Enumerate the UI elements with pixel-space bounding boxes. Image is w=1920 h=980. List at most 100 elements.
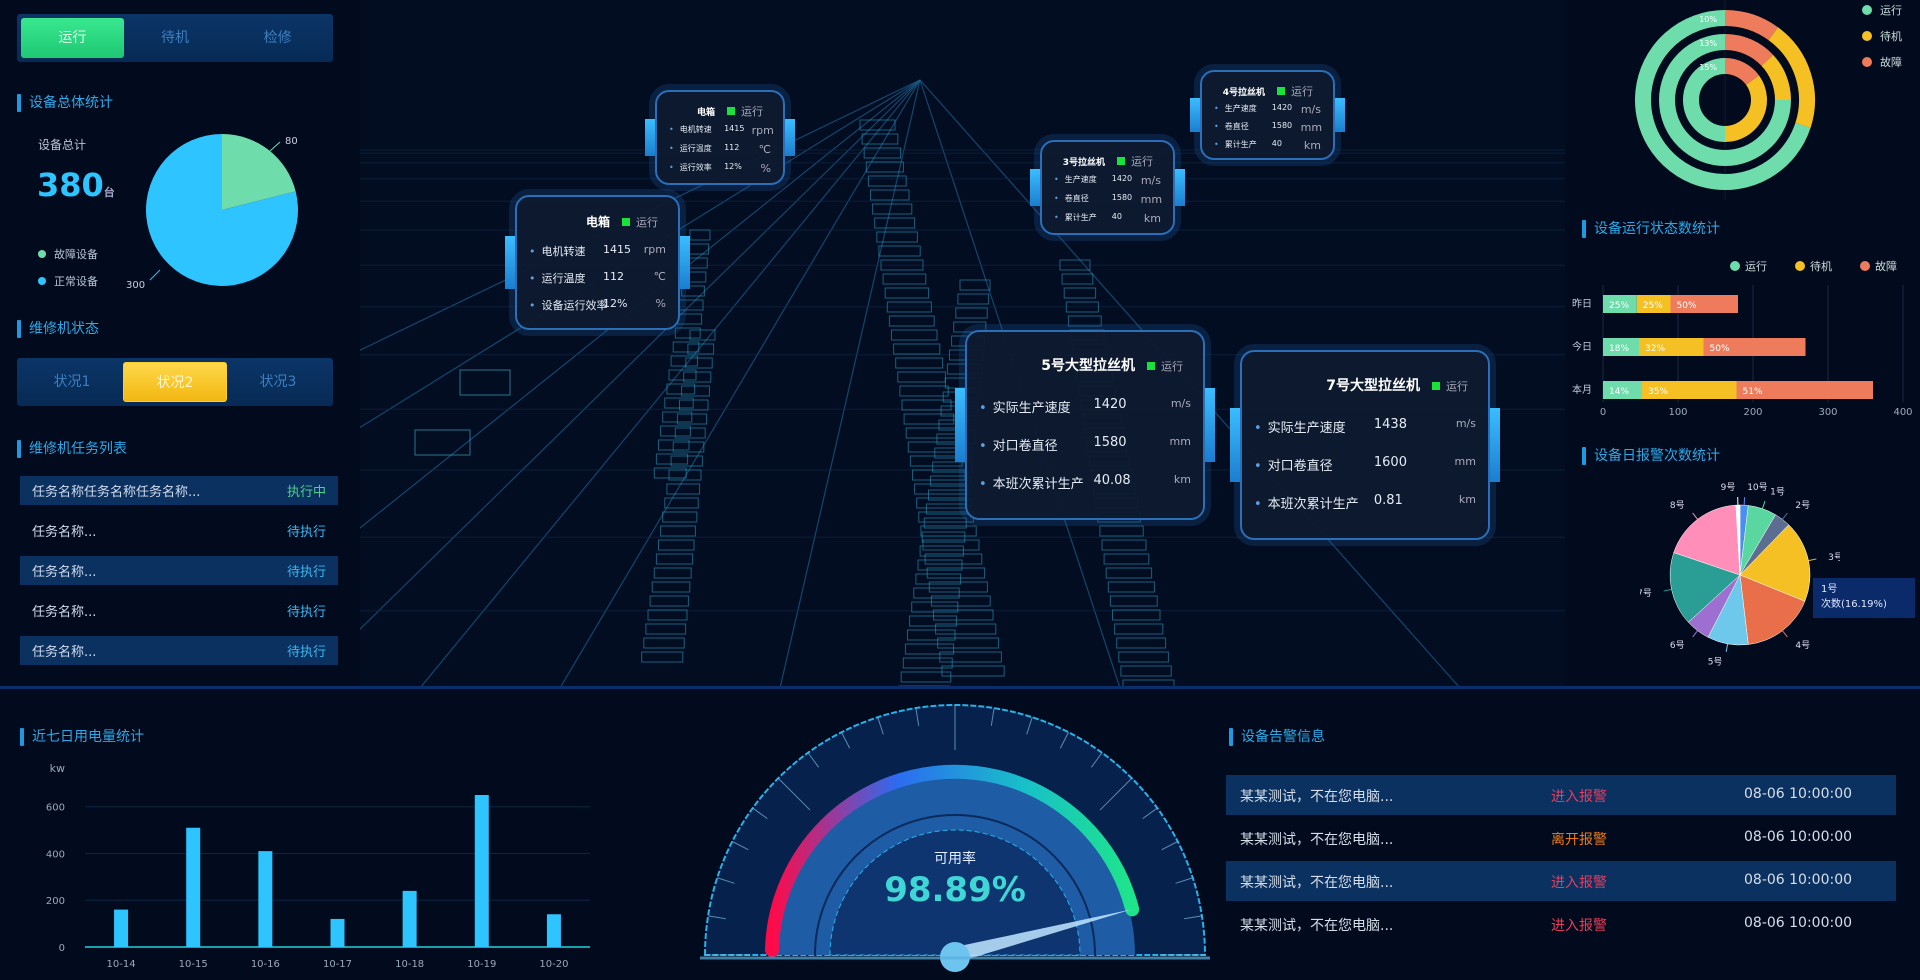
bullet-icon: • — [529, 244, 536, 258]
row-label: 本班次累计生产 — [1267, 496, 1359, 512]
card-wing-right — [785, 119, 795, 156]
legend-label: 待机 — [1880, 29, 1902, 43]
machine-part — [904, 643, 955, 655]
alarm-row[interactable]: 某某测试，不在您电脑... 进入报警 08-06 10:00:00 — [1226, 904, 1896, 944]
card-status: 运行 — [636, 216, 658, 230]
tooltip-name: 1号 — [1821, 584, 1838, 595]
machine-part — [653, 567, 692, 579]
machine-part — [689, 229, 711, 241]
machine-part — [886, 301, 932, 313]
card-row: • 卷直径 1580 mm — [1214, 121, 1322, 134]
task-row[interactable]: 任务名称... 待执行 — [20, 556, 338, 585]
pie-slice — [1673, 504, 1741, 576]
x-tick-label: 400 — [1893, 407, 1912, 418]
pie-slice — [1669, 552, 1741, 623]
machine-part — [901, 399, 952, 411]
gauge-tick — [1175, 877, 1193, 884]
alarm-row[interactable]: 某某测试，不在您电脑... 进入报警 08-06 10:00:00 — [1226, 861, 1896, 901]
row-unit: mm — [1454, 454, 1476, 468]
gauge-tick — [877, 717, 884, 735]
gauge-tick — [777, 777, 811, 811]
machine-part — [662, 411, 693, 423]
machine-part — [917, 559, 963, 571]
row-label: 生产速度 — [1224, 103, 1257, 113]
machine-info-card[interactable]: 电箱 运行 • 电机转速 1415 rpm • 运行温度 112 ℃ • 运行效率 12%% — [645, 90, 795, 185]
machine-part — [1112, 609, 1161, 621]
machine-part — [666, 483, 701, 495]
tooltip-value: 次数(16.19%) — [1821, 599, 1887, 610]
card-wing-right — [1335, 97, 1345, 133]
machine-part — [913, 587, 960, 599]
machine-part — [1063, 287, 1097, 299]
machine-info-card[interactable]: 电箱 运行 • 电机转速 1415 rpm • 运行温度 112 ℃ • 设备运行效率 12%% — [505, 195, 690, 330]
legend-label: 运行 — [1880, 4, 1902, 17]
task-row[interactable]: 任务名称... 待执行 — [20, 596, 338, 625]
machine-info-card[interactable]: 3号拉丝机 运行 • 生产速度 1420 m/s • 卷直径 1580 mm • 累计生产 40 km — [1030, 140, 1185, 235]
machine-part — [1061, 273, 1094, 285]
machine-part — [870, 189, 910, 201]
row-label: 生产速度 — [1064, 175, 1097, 185]
machine-part — [1065, 301, 1099, 313]
task-row[interactable]: 任务名称任务名称任务名称... 执行中 — [20, 476, 338, 505]
card-row: • 运行温度 112 ℃ — [669, 143, 771, 156]
row-unit: % — [760, 162, 771, 176]
y-tick-label: 0 — [59, 943, 65, 954]
machine-info-card[interactable]: 5号大型拉丝机 运行 • 实际生产速度 1420 m/s • 对口卷直径 1580 mm • 本班次累… — [955, 330, 1215, 520]
tab-status-1[interactable]: 状况1 — [53, 374, 91, 390]
card-row: • 电机转速 1415 rpm — [669, 124, 774, 137]
legend-label: 待机 — [1810, 259, 1832, 273]
machine-info-card[interactable]: 4号拉丝机 运行 • 生产速度 1420 m/s • 卷直径 1580 mm • 累计生产 40 km — [1190, 70, 1345, 160]
machine-part — [911, 601, 959, 613]
row-label: 累计生产 — [1064, 213, 1097, 223]
machine-part — [685, 357, 713, 369]
tab-status-3[interactable]: 状况3 — [259, 374, 297, 390]
floor-line — [779, 79, 921, 688]
row-value: 1438 — [1373, 416, 1407, 432]
bottom-divider — [0, 686, 1920, 689]
repair-tabs: 状况1 状况2 状况3 — [17, 358, 333, 406]
tab-running[interactable]: 运行 — [21, 18, 124, 58]
row-label: 累计生产 — [1224, 139, 1257, 149]
task-row[interactable]: 任务名称... 待执行 — [20, 516, 338, 545]
total-unit: 台 — [103, 186, 115, 199]
tab-standby[interactable]: 待机 — [161, 30, 189, 46]
machine-part — [1120, 665, 1172, 677]
tab-status-2[interactable]: 状况2 — [123, 362, 227, 402]
machine-part — [1067, 315, 1102, 327]
legend-marker — [1862, 31, 1872, 41]
machine-part — [1103, 553, 1150, 565]
bullet-icon: • — [1254, 458, 1262, 474]
card-title: 7号大型拉丝机 — [1326, 377, 1420, 394]
mode-tabs: 运行 待机 检修 — [17, 14, 333, 62]
gauge-value: 98.89% — [884, 870, 1026, 910]
alarm-row[interactable]: 某某测试，不在您电脑... 离开报警 08-06 10:00:00 — [1226, 818, 1896, 858]
status-dot-icon — [1277, 86, 1285, 95]
alarm-pie-tooltip: 1号 次数(16.19%) — [1813, 578, 1915, 618]
alarm-row[interactable]: 某某测试，不在您电脑... 进入报警 08-06 10:00:00 — [1226, 775, 1896, 815]
card-wing-left — [1030, 169, 1040, 206]
row-label: 电机转速 — [679, 125, 712, 135]
card-wing-left — [1190, 97, 1200, 133]
card-row: • 实际生产速度 1420 m/s — [979, 397, 1191, 416]
machine-part — [921, 531, 966, 543]
gauge-core — [829, 829, 1081, 956]
machine-info-card[interactable]: 7号大型拉丝机 运行 • 实际生产速度 1438 m/s • 对口卷直径 1600 mm • 本班次累… — [1230, 350, 1500, 540]
card-wing-left — [505, 236, 515, 289]
machine-part — [658, 439, 690, 451]
card-wing-left — [1230, 407, 1240, 483]
machine-part — [681, 385, 710, 397]
pie-slice — [1739, 574, 1806, 645]
machine-part — [933, 609, 994, 621]
bar-segment — [1736, 381, 1873, 399]
gauge-tick — [717, 877, 735, 884]
tab-maintenance[interactable]: 检修 — [263, 30, 292, 46]
row-unit: m/s — [1300, 102, 1321, 116]
machine-part — [1116, 637, 1167, 649]
machine-part — [672, 341, 700, 353]
task-row[interactable]: 任务名称... 待执行 — [20, 636, 338, 665]
legend-marker — [1730, 261, 1740, 271]
pie-label: 8号 — [1670, 500, 1685, 511]
row-value: 1420 — [1093, 396, 1127, 412]
ring-segment — [1659, 34, 1791, 166]
row-value: 1580 — [1111, 193, 1133, 203]
